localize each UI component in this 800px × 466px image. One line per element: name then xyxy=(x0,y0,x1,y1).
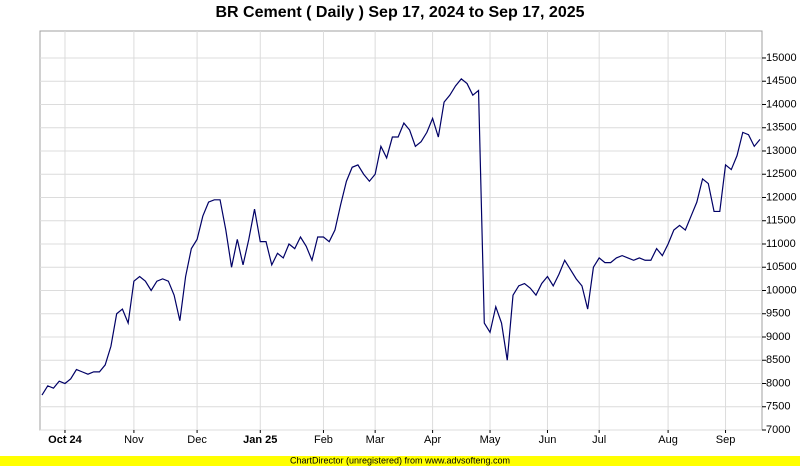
x-tick-label: Jan 25 xyxy=(243,434,277,446)
x-tick-label: Aug xyxy=(658,434,678,446)
y-tick-label: 15000 xyxy=(766,52,797,64)
y-tick-label: 13500 xyxy=(766,122,797,134)
y-tick-label: 10500 xyxy=(766,261,797,273)
y-tick-label: 9500 xyxy=(766,308,790,320)
y-tick-label: 8000 xyxy=(766,377,790,389)
y-tick-label: 11500 xyxy=(766,215,796,227)
chart-title: BR Cement ( Daily ) Sep 17, 2024 to Sep … xyxy=(215,4,584,21)
x-tick-label: Jul xyxy=(592,434,606,446)
x-tick-label: Oct 24 xyxy=(48,434,83,446)
x-tick-label: Nov xyxy=(124,434,144,446)
x-tick-label: Mar xyxy=(366,434,385,446)
x-tick-label: Apr xyxy=(424,434,441,446)
y-tick-label: 14500 xyxy=(766,75,797,87)
y-tick-label: 12500 xyxy=(766,168,797,180)
plot-area xyxy=(39,30,763,431)
y-tick-label: 13000 xyxy=(766,145,797,157)
x-tick-label: May xyxy=(480,434,501,446)
x-tick-label: Jun xyxy=(539,434,557,446)
y-tick-label: 7000 xyxy=(766,424,790,436)
y-tick-label: 14000 xyxy=(766,98,797,110)
y-tick-label: 12000 xyxy=(766,191,797,203)
y-tick-label: 8500 xyxy=(766,354,790,366)
x-tick-label: Dec xyxy=(187,434,207,446)
y-tick-label: 11000 xyxy=(766,238,796,250)
footer: ChartDirector (unregistered) from www.ad… xyxy=(290,455,510,465)
price-line xyxy=(41,78,761,396)
y-tick-label: 7500 xyxy=(766,401,790,413)
x-tick-label: Feb xyxy=(314,434,333,446)
footer-bar xyxy=(0,456,800,466)
y-tick-label: 10000 xyxy=(766,284,797,296)
y-tick-label: 9000 xyxy=(766,331,790,343)
x-tick-label: Sep xyxy=(716,434,736,446)
